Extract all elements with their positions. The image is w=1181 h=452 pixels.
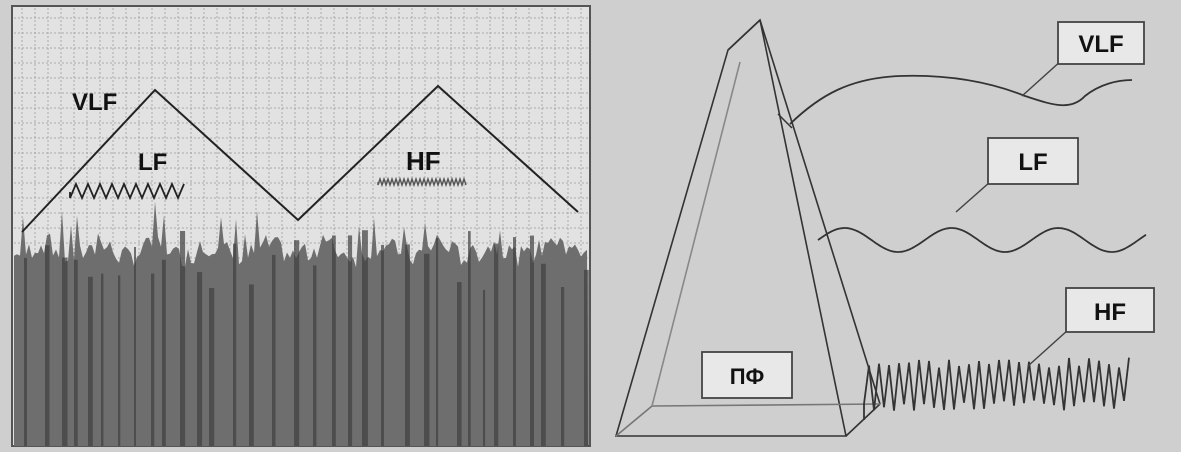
hf-label-left: HF bbox=[406, 146, 441, 176]
spectrum-dark-bar bbox=[436, 238, 439, 446]
vlf-wave-right bbox=[789, 74, 1133, 125]
spectrum-dark-bar bbox=[197, 272, 203, 446]
prism-hidden-edge bbox=[651, 61, 741, 407]
hf-wave-left bbox=[377, 176, 467, 188]
lf-callout-line bbox=[955, 181, 991, 213]
spectrum-dark-bar bbox=[561, 287, 565, 446]
spectrum-dark-bar bbox=[362, 230, 368, 446]
hf-callout-line bbox=[1027, 329, 1069, 367]
spectrum-dark-bar bbox=[74, 259, 78, 446]
spectrum-dark-bar bbox=[134, 247, 136, 446]
spectrum-dark-bar bbox=[24, 257, 27, 446]
vlf-label-right: VLF bbox=[1078, 31, 1123, 58]
spectrum-dark-bar bbox=[313, 265, 317, 446]
hf-label-right: HF bbox=[1094, 299, 1126, 326]
spectrum-dark-bar bbox=[424, 253, 430, 446]
hf-callout-box: HF bbox=[1065, 287, 1155, 333]
filter-label: ПФ bbox=[730, 364, 765, 389]
spectrum-dark-bar bbox=[513, 237, 516, 446]
spectrum-dark-bar bbox=[118, 275, 121, 446]
vlf-callout-line bbox=[1021, 59, 1063, 97]
spectrum-dark-bar bbox=[209, 288, 215, 446]
grid bbox=[14, 8, 588, 444]
spectrum-dark-bar bbox=[405, 244, 410, 446]
spectrum-dark-bar bbox=[348, 235, 353, 446]
spectrum-dark-bar bbox=[180, 231, 186, 446]
spectrum-dark-bar bbox=[88, 276, 93, 446]
lf-wave-right bbox=[817, 227, 1147, 253]
spectrum-dark-bar bbox=[272, 254, 276, 446]
spectrum-dark-bar bbox=[233, 243, 237, 446]
spectrum-dark-bar bbox=[294, 240, 300, 446]
spectrum-dark-bar bbox=[541, 263, 546, 446]
lf-callout-box: LF bbox=[987, 137, 1079, 185]
spectrum-dark-bar bbox=[584, 269, 589, 446]
lf-label-left: LF bbox=[138, 149, 167, 176]
vlf-wave-start-tick bbox=[777, 113, 793, 129]
prism-base-left-edge bbox=[615, 405, 653, 437]
prism-back-edge bbox=[759, 19, 881, 405]
spectrum-dark-bar bbox=[101, 273, 104, 446]
lf-label-right: LF bbox=[1018, 149, 1047, 176]
spectrum-dark-bars bbox=[24, 230, 589, 446]
spectrum-dark-bar bbox=[151, 273, 155, 446]
spectrum-panel: VLF LF HF bbox=[11, 5, 591, 447]
spectrum-dark-bar bbox=[483, 289, 486, 446]
spectrum-area bbox=[14, 201, 588, 446]
prism-panel: VLF LF HF ПФ bbox=[614, 18, 1155, 437]
spectrum-dark-bar bbox=[45, 245, 50, 446]
vlf-label-left: VLF bbox=[72, 89, 117, 116]
spectrum-dark-bar bbox=[530, 235, 534, 446]
prism-base-back-edge bbox=[651, 403, 881, 407]
vlf-callout-box: VLF bbox=[1057, 21, 1145, 65]
spectrum-dark-bar bbox=[249, 284, 254, 446]
spectrum-dark-bar bbox=[457, 282, 462, 446]
filter-callout-box: ПФ bbox=[701, 351, 793, 399]
spectrum-dark-bar bbox=[162, 259, 166, 446]
spectrum-dark-bar bbox=[62, 257, 68, 446]
spectrum-dark-bar bbox=[468, 231, 471, 446]
hf-wave-right bbox=[863, 357, 1130, 420]
prism-top-edge bbox=[727, 19, 761, 51]
spectrum-dark-bar bbox=[332, 235, 336, 446]
vlf-envelope-line bbox=[21, 84, 579, 233]
spectrum-dark-bar bbox=[381, 244, 384, 446]
spectrum-dark-bar bbox=[494, 243, 499, 446]
lf-wave-left bbox=[69, 181, 185, 201]
